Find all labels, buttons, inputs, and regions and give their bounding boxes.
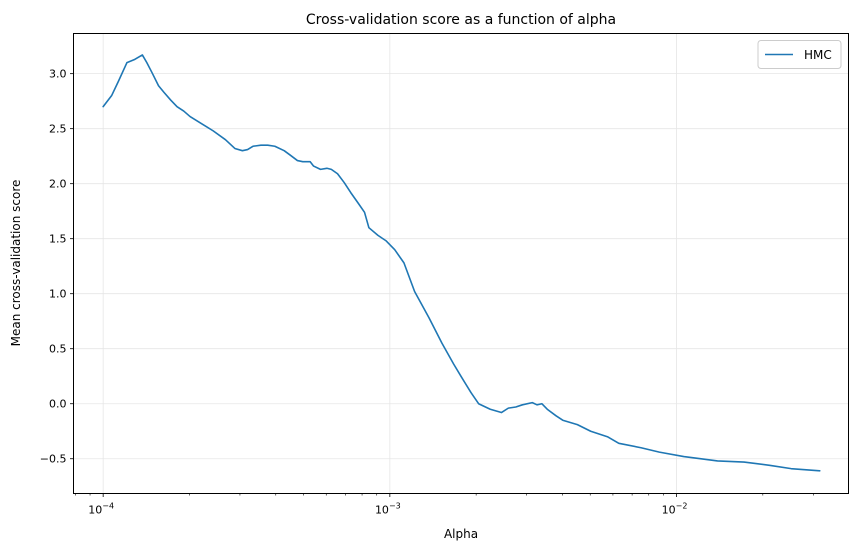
legend: HMC xyxy=(757,40,842,69)
y-tick-label: 1.0 xyxy=(49,288,67,301)
y-tick-label: −0.5 xyxy=(40,453,67,466)
x-tick-label: 10−4 xyxy=(88,502,114,517)
y-tick-label: 1.5 xyxy=(49,233,67,246)
x-tick-label: 10−3 xyxy=(375,502,401,517)
x-axis-label: Alpha xyxy=(444,527,478,541)
y-tick-label: 3.0 xyxy=(49,68,67,81)
series-layer xyxy=(102,54,821,472)
plot-frame xyxy=(73,33,849,494)
legend-label-hmc: HMC xyxy=(804,48,832,62)
y-tick-label: 2.5 xyxy=(49,123,67,136)
y-tick-label: 0.0 xyxy=(49,398,67,411)
series-line-hmc xyxy=(102,54,821,472)
y-axis-label: Mean cross-validation score xyxy=(9,180,23,347)
x-axis: 10−4 10−3 10−2 xyxy=(75,493,814,517)
legend-box xyxy=(757,40,842,69)
chart-title: Cross-validation score as a function of … xyxy=(306,12,616,28)
y-tick-label: 0.5 xyxy=(49,343,67,356)
x-tick-label: 10−2 xyxy=(662,502,688,517)
y-axis: −0.5 0.0 0.5 1.0 1.5 2.0 2.5 3.0 xyxy=(40,68,74,466)
grid xyxy=(73,33,849,494)
y-tick-label: 2.0 xyxy=(49,178,67,191)
